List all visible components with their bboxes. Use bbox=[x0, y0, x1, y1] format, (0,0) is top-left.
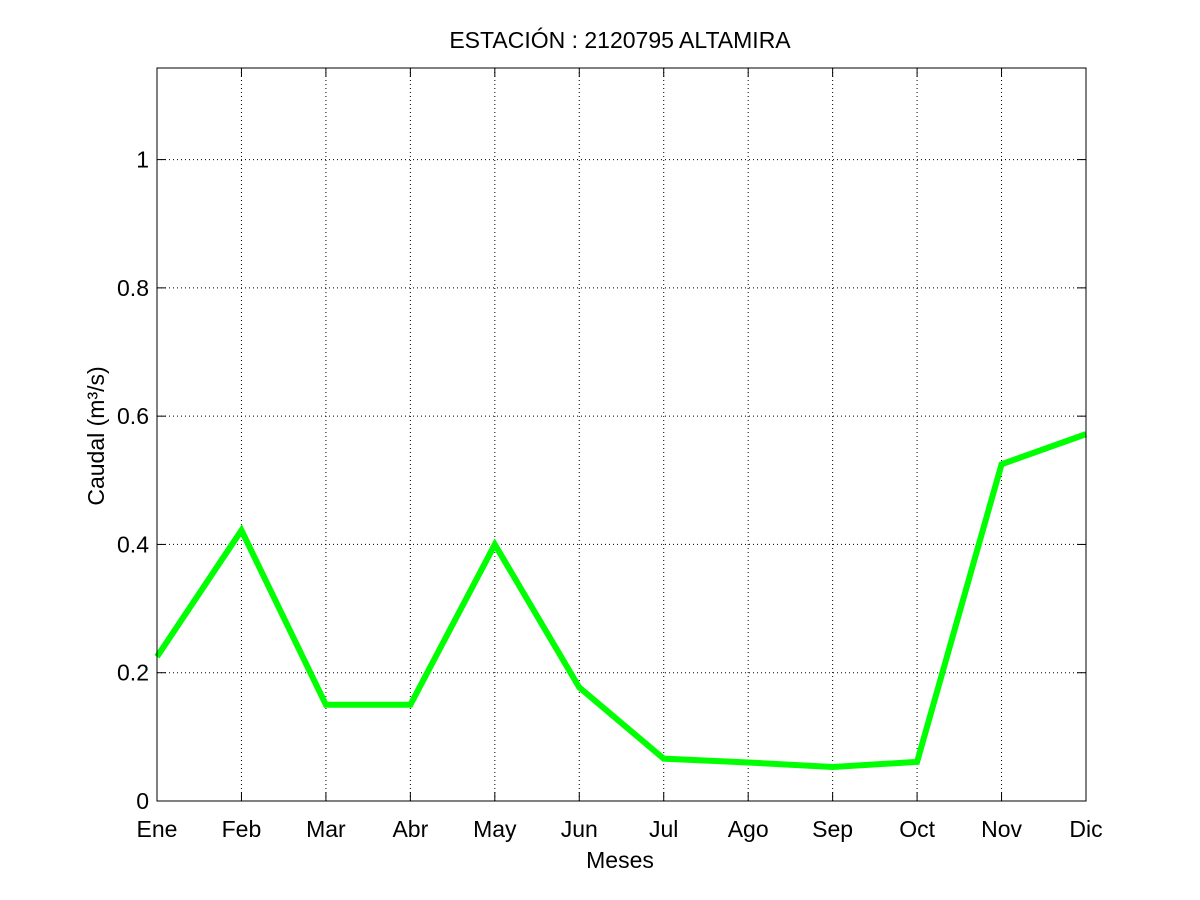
series-layer bbox=[154, 431, 1088, 771]
x-axis-label: Meses bbox=[586, 847, 654, 873]
tick-labels: Ene Feb Mar Abr May Jun Jul Ago Sep Oct Nov Dic 0 0.2… bbox=[117, 147, 1103, 842]
data-point bbox=[494, 543, 496, 545]
y-tick-label: 0.2 bbox=[117, 660, 149, 686]
x-tick-label: Ago bbox=[728, 816, 769, 842]
x-tick-label: Jun bbox=[561, 816, 598, 842]
plot-frame bbox=[156, 67, 1087, 802]
data-point bbox=[747, 762, 749, 764]
axis-ticks bbox=[156, 68, 1087, 802]
grid-lines bbox=[157, 68, 1086, 801]
x-tick-label: Feb bbox=[222, 816, 262, 842]
y-tick-label: 0.6 bbox=[117, 403, 149, 429]
data-point bbox=[240, 529, 242, 531]
x-tick-label: May bbox=[473, 816, 517, 842]
x-tick-label: Jul bbox=[649, 816, 678, 842]
x-tick-label: Dic bbox=[1069, 816, 1102, 842]
y-tick-label: 0.4 bbox=[117, 531, 149, 557]
plot-background bbox=[157, 68, 1086, 801]
data-point bbox=[578, 686, 580, 688]
series-line bbox=[154, 431, 1088, 771]
y-axis-label: Caudal (m³/s) bbox=[83, 366, 109, 505]
x-tick-label: Nov bbox=[981, 816, 1022, 842]
x-tick-label: Mar bbox=[306, 816, 346, 842]
chart-title: ESTACIÓN : 2120795 ALTAMIRA bbox=[449, 27, 791, 53]
data-point bbox=[663, 758, 665, 760]
data-point bbox=[409, 704, 411, 706]
x-tick-label: Oct bbox=[899, 816, 935, 842]
data-point bbox=[325, 704, 327, 706]
data-point bbox=[1001, 463, 1003, 465]
x-tick-label: Sep bbox=[812, 816, 853, 842]
x-tick-label: Abr bbox=[392, 816, 428, 842]
y-tick-label: 0.8 bbox=[117, 275, 149, 301]
y-tick-label: 0 bbox=[136, 788, 149, 814]
data-point bbox=[832, 766, 834, 768]
data-point bbox=[916, 761, 918, 763]
y-tick-label: 1 bbox=[136, 147, 149, 173]
x-tick-label: Ene bbox=[137, 816, 178, 842]
